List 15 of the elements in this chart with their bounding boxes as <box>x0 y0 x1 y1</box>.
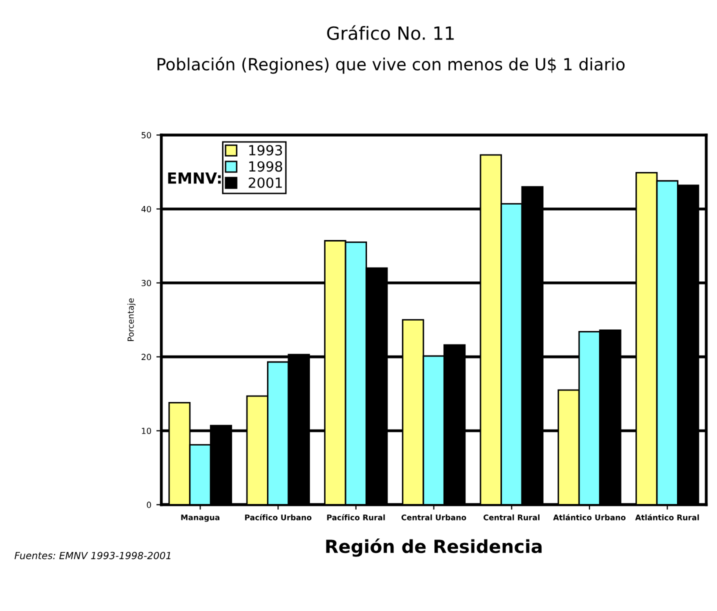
y-tick-label: 20 <box>142 354 152 360</box>
chart-title: Gráfico No. 11 <box>327 25 454 40</box>
y-tick-label: 30 <box>142 280 152 286</box>
legend-label: 2001 <box>248 177 282 188</box>
legend-label: 1998 <box>249 161 282 172</box>
y-axis-title: Porcentaje <box>127 298 136 341</box>
legend-label: 1993 <box>249 145 282 156</box>
source-note: Fuentes: EMNV 1993-1998-2001 <box>14 552 170 560</box>
x-axis-title: Región de Residencia <box>326 538 542 557</box>
y-tick-label: 50 <box>142 132 152 138</box>
y-tick-label: 0 <box>146 502 152 508</box>
legend-title: EMNV: <box>168 172 221 184</box>
y-tick-label: 40 <box>141 206 152 212</box>
y-tick-label: 10 <box>142 428 152 434</box>
chart-subtitle: Población (Regiones) que vive con menos de U$ 1 diario <box>158 56 625 74</box>
